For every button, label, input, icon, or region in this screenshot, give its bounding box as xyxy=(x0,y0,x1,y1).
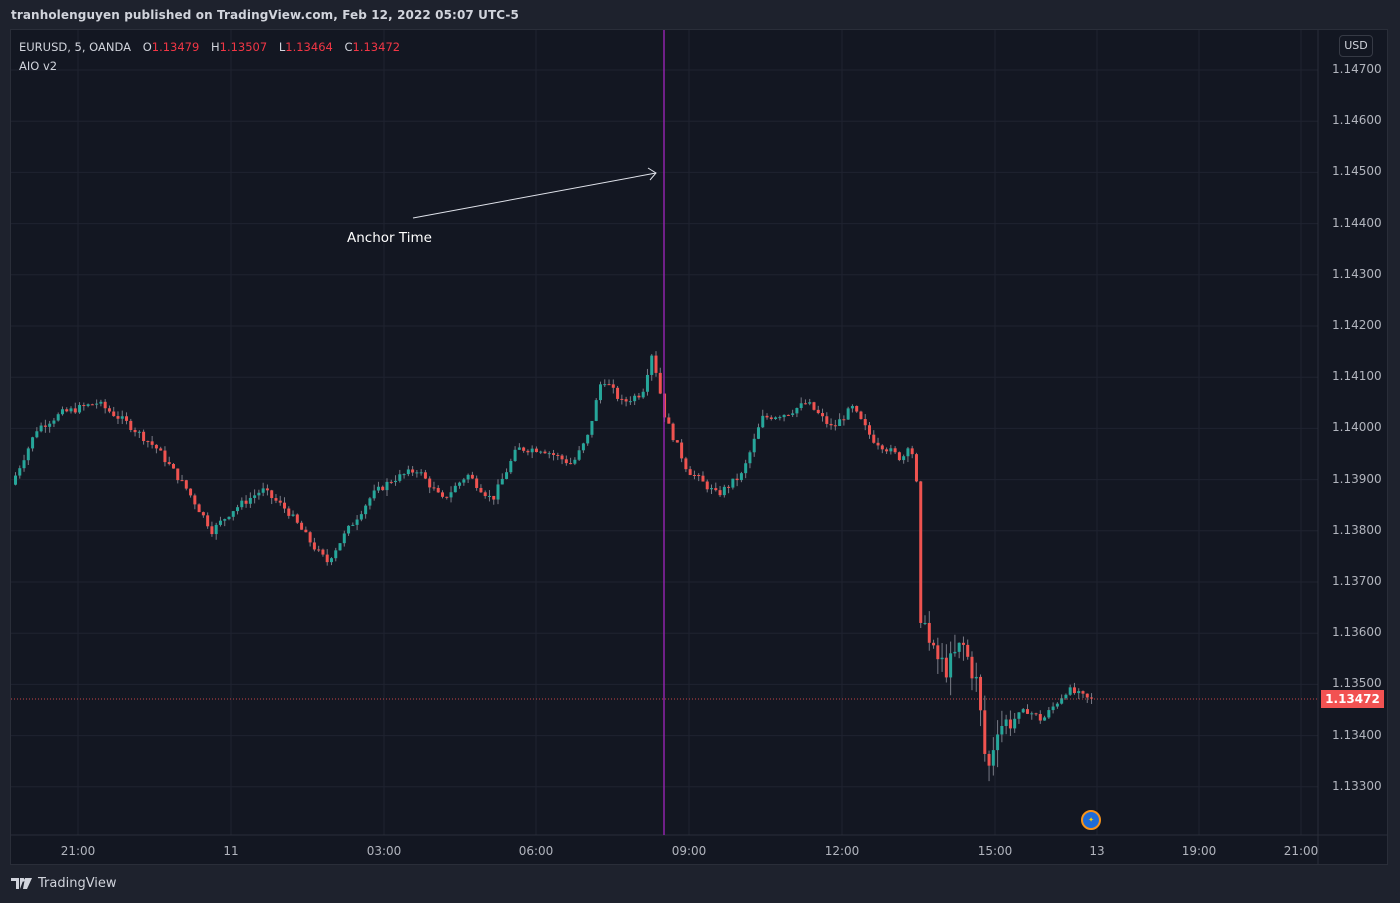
time-tick: 21:00 xyxy=(60,844,96,858)
anchor-time-label[interactable]: Anchor Time xyxy=(347,230,432,246)
price-tick: 1.13900 xyxy=(1332,471,1382,486)
price-tick: 1.13400 xyxy=(1332,727,1382,742)
price-tick: 1.14600 xyxy=(1332,113,1382,128)
price-tick: 1.14000 xyxy=(1332,420,1382,435)
time-tick: 15:00 xyxy=(977,844,1013,858)
price-tick: 1.14100 xyxy=(1332,369,1382,384)
time-tick: 13 xyxy=(1089,844,1105,858)
currency-button[interactable]: USD xyxy=(1339,35,1373,57)
price-tick: 1.13600 xyxy=(1332,625,1382,640)
indicator-label[interactable]: AIO v2 xyxy=(19,59,58,73)
time-tick: 09:00 xyxy=(671,844,707,858)
time-tick: 11 xyxy=(223,844,239,858)
time-tick: 03:00 xyxy=(366,844,402,858)
time-tick: 12:00 xyxy=(824,844,860,858)
close-value: 1.13472 xyxy=(352,40,401,54)
last-price-tag: 1.13472 xyxy=(1321,690,1384,708)
chart-legend: EURUSD, 5, OANDA O1.13479 H1.13507 L1.13… xyxy=(19,38,400,76)
symbol-label[interactable]: EURUSD, 5, OANDA xyxy=(19,40,132,54)
publish-header: tranholenguyen published on TradingView.… xyxy=(11,8,519,22)
open-value: 1.13479 xyxy=(151,40,200,54)
time-tick: 19:00 xyxy=(1181,844,1217,858)
price-tick: 1.14500 xyxy=(1332,164,1382,179)
price-tick: 1.13300 xyxy=(1332,778,1382,793)
price-tick: 1.14200 xyxy=(1332,318,1382,332)
price-tick: 1.13500 xyxy=(1332,676,1382,691)
candlestick-series xyxy=(14,351,1094,782)
high-value: 1.13507 xyxy=(219,40,268,54)
brand-label: TradingView xyxy=(38,876,117,891)
price-tick: 1.13800 xyxy=(1332,522,1382,537)
time-tick: 06:00 xyxy=(518,844,554,858)
price-tick: 1.14400 xyxy=(1332,215,1382,230)
chart-pane[interactable] xyxy=(10,29,1388,865)
low-value: 1.13464 xyxy=(285,40,333,54)
price-tick: 1.13700 xyxy=(1332,574,1382,588)
time-tick: 21:00 xyxy=(1283,844,1319,858)
price-tick: 1.14700 xyxy=(1332,62,1382,76)
arrow-icon[interactable] xyxy=(412,167,657,219)
price-tick: 1.14300 xyxy=(1332,266,1382,281)
ohlc-row: EURUSD, 5, OANDA O1.13479 H1.13507 L1.13… xyxy=(19,40,401,54)
eu-flag-icon[interactable]: ✦ xyxy=(1081,810,1101,830)
tradingview-logo-icon xyxy=(11,877,32,889)
footer-brand[interactable]: TradingView xyxy=(11,876,117,891)
